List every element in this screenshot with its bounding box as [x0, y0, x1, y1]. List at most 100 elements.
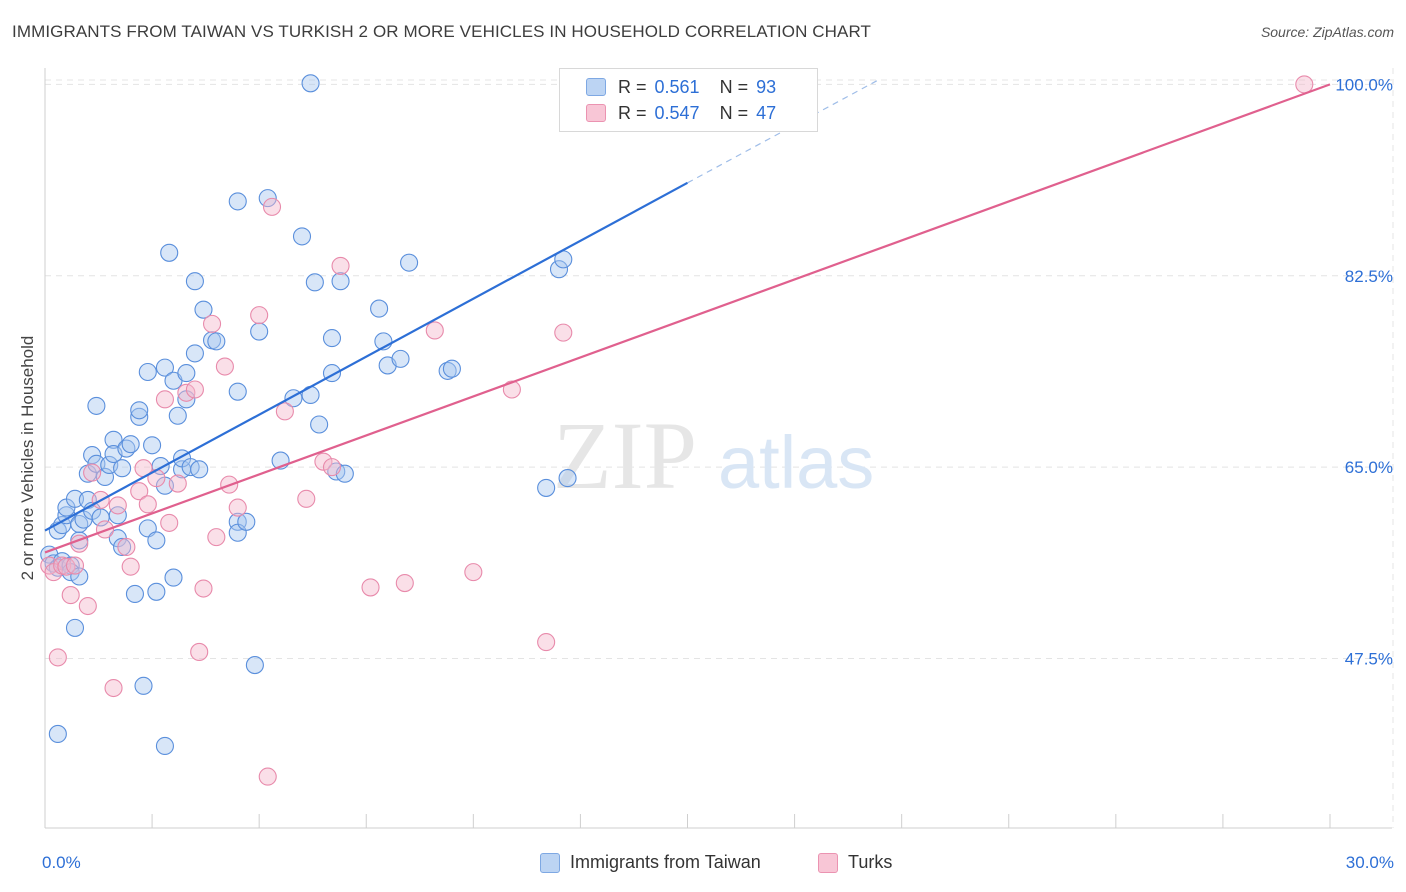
turks-point: [190, 642, 209, 661]
turks-point: [147, 469, 166, 488]
turks-point: [194, 579, 213, 598]
taiwan-point: [310, 415, 329, 434]
turks-point: [138, 495, 157, 514]
y-tick-label: 100.0%: [1335, 75, 1393, 94]
taiwan-point: [121, 435, 140, 454]
taiwan-point: [331, 272, 350, 291]
taiwan-point: [70, 567, 89, 586]
legend-label-turks: Turks: [848, 852, 893, 872]
taiwan-point: [442, 359, 461, 378]
watermark: ZIP atlas: [553, 402, 874, 509]
legend-r-label: R =: [618, 102, 647, 123]
turks-point: [297, 489, 316, 508]
grid-layer: [45, 68, 1394, 828]
turks-point: [502, 380, 521, 399]
series-turks-points: [40, 75, 1314, 786]
turks-point: [258, 767, 277, 786]
turks-trend-line: [44, 83, 1331, 554]
taiwan-point: [147, 531, 166, 550]
taiwan-point: [207, 332, 226, 351]
y-tick-label: 65.0%: [1345, 458, 1393, 477]
taiwan-point: [130, 401, 149, 420]
taiwan-point: [370, 299, 389, 318]
turks-point: [361, 578, 380, 597]
legend-r-label: R =: [618, 76, 647, 97]
turks-point: [331, 256, 350, 275]
turks-point: [65, 556, 85, 575]
turks-point: [168, 474, 187, 493]
legend-swatch-pink-icon: [586, 104, 606, 122]
taiwan-point: [160, 243, 179, 262]
taiwan-point: [87, 396, 106, 415]
taiwan-point: [65, 618, 85, 637]
chart-title: IMMIGRANTS FROM TAIWAN VS TURKISH 2 OR M…: [12, 22, 872, 41]
watermark-zip: ZIP: [553, 402, 697, 509]
legend-row-turks: R = 0.547 N = 47: [586, 101, 776, 125]
turks-point: [228, 498, 247, 517]
taiwan-trend-extension: [687, 78, 881, 184]
legend-label-taiwan: Immigrants from Taiwan: [570, 852, 761, 872]
legend-n-label: N =: [719, 102, 749, 123]
taiwan-point: [185, 272, 204, 291]
y-axis-label: 2 or more Vehicles in Household: [18, 335, 37, 581]
legend-n-label: N =: [719, 76, 749, 97]
turks-point: [537, 633, 556, 652]
turks-point: [117, 537, 136, 557]
taiwan-point: [549, 260, 569, 279]
turks-point: [83, 463, 102, 482]
legend-swatch-pink-icon: [818, 852, 838, 873]
turks-point: [250, 306, 269, 325]
turks-point: [275, 402, 294, 421]
taiwan-point: [305, 273, 324, 292]
turks-point: [314, 452, 333, 471]
taiwan-point: [48, 724, 67, 744]
taiwan-point: [400, 253, 419, 272]
y-tick-labels: 47.5% 65.0% 82.5% 100.0%: [1335, 75, 1393, 668]
turks-point: [104, 678, 123, 698]
taiwan-point: [391, 349, 410, 368]
axis-layer: [44, 68, 1392, 829]
taiwan-point: [134, 676, 153, 695]
legend-row-taiwan: R = 0.561 N = 93: [586, 75, 776, 99]
taiwan-point: [194, 300, 213, 319]
taiwan-point: [164, 568, 183, 587]
legend-item-turks[interactable]: Turks: [818, 852, 892, 873]
chart-source[interactable]: Source: ZipAtlas.com: [1260, 24, 1394, 40]
taiwan-point: [228, 192, 247, 211]
taiwan-point: [558, 469, 577, 488]
taiwan-point: [190, 460, 209, 479]
taiwan-point: [292, 227, 312, 246]
legend-r-value: 0.547: [654, 102, 700, 123]
taiwan-point: [138, 362, 157, 382]
y-tick-label: 47.5%: [1345, 650, 1393, 669]
taiwan-point: [143, 436, 162, 455]
turks-point: [464, 563, 483, 582]
turks-point: [1295, 75, 1314, 94]
turks-point: [78, 596, 97, 616]
taiwan-point: [130, 407, 149, 426]
turks-point: [215, 357, 234, 376]
taiwan-point: [108, 506, 127, 525]
taiwan-point: [87, 454, 106, 473]
taiwan-point: [322, 329, 342, 348]
turks-point: [155, 390, 174, 409]
turks-point: [322, 458, 342, 477]
taiwan-point: [147, 582, 166, 601]
turks-point: [130, 482, 149, 501]
taiwan-point: [228, 382, 247, 401]
series-taiwan-points: [40, 74, 577, 756]
turks-point: [48, 648, 67, 667]
turks-point: [554, 323, 573, 342]
taiwan-point: [113, 537, 132, 557]
correlation-legend: R = 0.561 N = 93 R = 0.547 N = 47: [559, 68, 818, 132]
turks-point: [108, 496, 127, 515]
taiwan-point: [537, 478, 556, 497]
legend-swatch-blue-icon: [586, 78, 606, 96]
turks-point: [207, 528, 226, 547]
legend-n-value: 93: [756, 76, 777, 97]
taiwan-point: [155, 358, 174, 377]
legend-item-taiwan[interactable]: Immigrants from Taiwan: [540, 852, 761, 873]
taiwan-point: [237, 512, 256, 531]
turks-point: [425, 321, 444, 340]
